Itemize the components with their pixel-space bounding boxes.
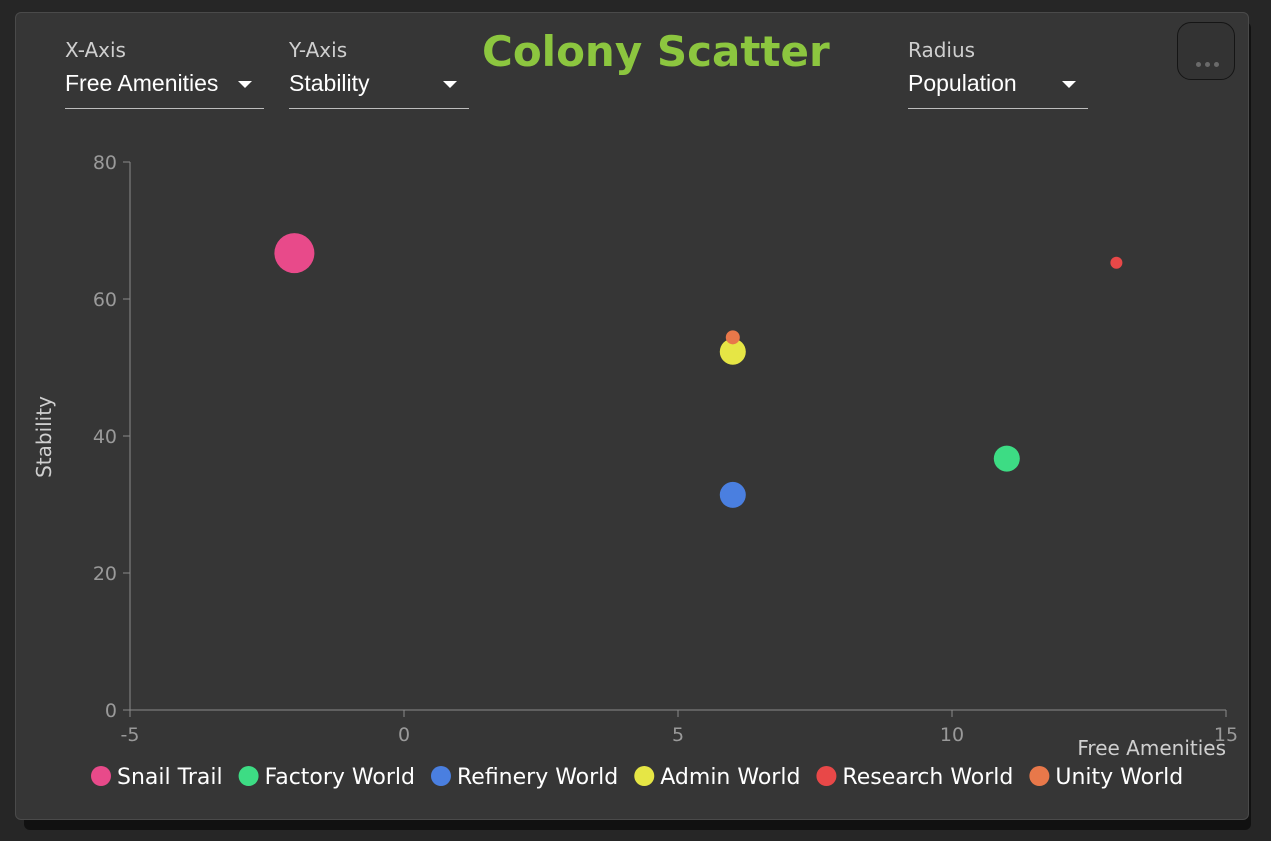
x-tick-label: -5 bbox=[121, 724, 140, 746]
x-tick-label: 0 bbox=[398, 724, 410, 746]
x-tick-label: 15 bbox=[1214, 724, 1238, 746]
radius-select[interactable]: Population bbox=[908, 66, 1088, 109]
radius-control: Radius Population bbox=[908, 38, 1088, 109]
legend-item-label[interactable]: Refinery World bbox=[457, 765, 618, 790]
y-axis-label: Y-Axis bbox=[289, 38, 348, 62]
y-axis-select[interactable]: Stability bbox=[289, 66, 469, 109]
chevron-down-icon bbox=[238, 81, 252, 88]
chevron-down-icon bbox=[1062, 81, 1076, 88]
legend-swatch bbox=[816, 766, 837, 786]
legend-item-label[interactable]: Snail Trail bbox=[117, 765, 223, 790]
x-axis-select[interactable]: Free Amenities bbox=[65, 66, 264, 109]
more-menu-button[interactable] bbox=[1177, 22, 1235, 80]
radius-label: Radius bbox=[908, 38, 976, 62]
legend-item-label[interactable]: Admin World bbox=[660, 765, 800, 790]
legend-swatch bbox=[1029, 766, 1050, 786]
y-tick-label: 20 bbox=[93, 563, 117, 585]
y-axis-title: Stability bbox=[32, 396, 56, 478]
x-tick-label: 5 bbox=[672, 724, 684, 746]
scatter-point[interactable] bbox=[274, 233, 315, 274]
scatter-point[interactable] bbox=[719, 481, 746, 508]
x-tick-label: 10 bbox=[940, 724, 964, 746]
radius-select-value: Population bbox=[908, 70, 1017, 96]
legend-item-label[interactable]: Research World bbox=[842, 765, 1013, 790]
scatter-point[interactable] bbox=[993, 445, 1020, 472]
legend-swatch bbox=[238, 766, 259, 786]
x-axis-select-value: Free Amenities bbox=[65, 70, 219, 96]
y-tick-label: 60 bbox=[93, 289, 117, 311]
legend-swatch bbox=[91, 766, 111, 786]
y-axis-select-value: Stability bbox=[289, 70, 370, 96]
y-tick-label: 0 bbox=[105, 700, 117, 722]
x-axis-label: X-Axis bbox=[65, 38, 126, 62]
scatter-point[interactable] bbox=[719, 338, 746, 365]
legend-item-label[interactable]: Unity World bbox=[1055, 765, 1183, 790]
chart-title: Colony Scatter bbox=[482, 27, 830, 76]
more-horizontal-icon bbox=[1205, 62, 1210, 67]
more-horizontal-icon bbox=[1196, 62, 1201, 67]
x-axis-title: Free Amenities bbox=[1077, 736, 1226, 760]
chart-card: X-Axis Free Amenities Y-Axis Stability C… bbox=[15, 12, 1249, 820]
legend-swatch bbox=[634, 766, 655, 786]
y-axis-control: Y-Axis Stability bbox=[289, 38, 469, 109]
scatter-point[interactable] bbox=[725, 330, 740, 345]
x-axis-control: X-Axis Free Amenities bbox=[65, 38, 264, 109]
chevron-down-icon bbox=[443, 81, 457, 88]
scatter-point[interactable] bbox=[1110, 256, 1123, 269]
y-tick-label: 80 bbox=[93, 152, 117, 174]
y-tick-label: 40 bbox=[93, 426, 117, 448]
more-horizontal-icon bbox=[1214, 62, 1219, 67]
legend-item-label[interactable]: Factory World bbox=[265, 765, 415, 790]
legend-swatch bbox=[430, 766, 451, 786]
